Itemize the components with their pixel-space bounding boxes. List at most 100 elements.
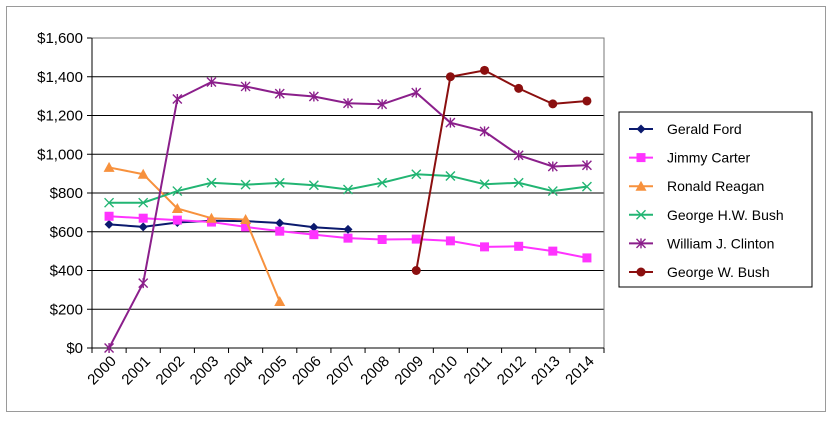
legend-swatch-marker bbox=[636, 209, 646, 220]
data-point-george-h-w-bush bbox=[479, 179, 490, 190]
data-point-william-j-clinton bbox=[172, 94, 183, 105]
x-tick-label: 2006 bbox=[289, 353, 325, 389]
data-point-william-j-clinton bbox=[104, 343, 115, 353]
data-point-george-w-bush bbox=[480, 65, 490, 75]
legend bbox=[618, 111, 813, 288]
data-point-jimmy-carter bbox=[411, 234, 421, 244]
data-point-william-j-clinton bbox=[206, 76, 217, 87]
data-point-william-j-clinton bbox=[308, 91, 319, 102]
data-point-gerald-ford bbox=[104, 219, 114, 229]
data-point-jimmy-carter bbox=[445, 236, 455, 246]
data-point-ronald-reagan bbox=[171, 203, 183, 213]
data-point-gerald-ford bbox=[309, 222, 319, 232]
data-point-ronald-reagan bbox=[103, 161, 115, 172]
data-point-william-j-clinton bbox=[547, 161, 558, 172]
y-tick-label: $1,000 bbox=[37, 146, 83, 163]
data-point-george-h-w-bush bbox=[343, 184, 353, 195]
data-point-jimmy-carter bbox=[514, 241, 524, 251]
legend-label: Jimmy Carter bbox=[667, 150, 751, 166]
legend-swatch-marker bbox=[635, 180, 647, 191]
data-point-william-j-clinton bbox=[445, 117, 456, 128]
x-tick-label: 2003 bbox=[187, 353, 223, 389]
series-line-george-w-bush bbox=[415, 69, 588, 271]
data-point-george-h-w-bush bbox=[581, 181, 592, 192]
y-tick-label: $0 bbox=[66, 340, 83, 357]
x-tick-label: 2013 bbox=[528, 353, 564, 389]
x-tick-label: 2004 bbox=[221, 353, 257, 389]
data-point-jimmy-carter bbox=[275, 226, 285, 236]
data-point-ronald-reagan bbox=[240, 214, 252, 225]
data-point-jimmy-carter bbox=[582, 253, 592, 263]
data-point-george-w-bush bbox=[582, 96, 592, 106]
x-tick-label: 2012 bbox=[494, 353, 530, 389]
legend-label: William J. Clinton bbox=[667, 235, 774, 251]
data-point-william-j-clinton bbox=[138, 278, 149, 289]
data-point-george-h-w-bush bbox=[274, 177, 285, 188]
data-point-george-w-bush bbox=[548, 99, 558, 109]
data-point-william-j-clinton bbox=[411, 87, 422, 98]
data-point-jimmy-carter bbox=[104, 211, 114, 221]
x-tick-label: 2002 bbox=[153, 353, 189, 389]
data-point-jimmy-carter bbox=[172, 215, 182, 225]
legend-swatch-marker bbox=[636, 124, 646, 134]
y-tick-label: $600 bbox=[50, 224, 83, 241]
x-tick-label: 2007 bbox=[323, 353, 359, 389]
data-point-george-h-w-bush bbox=[377, 177, 388, 188]
data-point-william-j-clinton bbox=[274, 88, 285, 99]
data-point-jimmy-carter bbox=[138, 213, 148, 223]
data-point-gerald-ford bbox=[275, 218, 285, 228]
data-point-george-h-w-bush bbox=[138, 197, 149, 208]
series-line-william-j-clinton bbox=[108, 80, 587, 349]
x-tick-label: 2005 bbox=[255, 353, 291, 389]
data-point-william-j-clinton bbox=[240, 81, 251, 92]
data-point-gerald-ford bbox=[343, 224, 353, 234]
legend-label: George W. Bush bbox=[667, 264, 770, 280]
data-point-george-w-bush bbox=[514, 83, 524, 93]
data-point-george-w-bush bbox=[411, 266, 421, 275]
data-point-william-j-clinton bbox=[479, 126, 490, 137]
data-point-george-h-w-bush bbox=[445, 170, 456, 181]
x-tick-label: 2009 bbox=[391, 353, 427, 389]
data-point-george-h-w-bush bbox=[240, 179, 251, 190]
data-point-william-j-clinton bbox=[343, 98, 353, 109]
data-point-george-h-w-bush bbox=[104, 197, 115, 208]
data-point-jimmy-carter bbox=[548, 246, 558, 256]
data-point-george-h-w-bush bbox=[206, 177, 217, 188]
y-tick-label: $200 bbox=[50, 301, 83, 318]
x-tick-label: 2000 bbox=[84, 353, 120, 389]
legend-swatch-marker bbox=[636, 238, 646, 249]
y-tick-label: $1,600 bbox=[37, 30, 83, 47]
data-point-george-h-w-bush bbox=[308, 180, 319, 191]
data-point-william-j-clinton bbox=[513, 150, 524, 161]
legend-label: Ronald Reagan bbox=[667, 178, 764, 194]
series-line-gerald-ford bbox=[108, 219, 349, 231]
data-point-jimmy-carter bbox=[377, 235, 387, 244]
data-point-george-h-w-bush bbox=[172, 186, 183, 197]
legend-swatch-marker bbox=[636, 153, 646, 163]
x-tick-label: 2008 bbox=[357, 353, 393, 389]
data-point-george-w-bush bbox=[445, 72, 455, 82]
y-tick-label: $400 bbox=[50, 263, 83, 280]
chart-frame bbox=[6, 6, 826, 412]
data-point-ronald-reagan bbox=[205, 212, 217, 223]
data-point-william-j-clinton bbox=[377, 99, 388, 110]
series-line-ronald-reagan bbox=[108, 166, 281, 302]
x-tick-label: 2014 bbox=[562, 353, 598, 389]
y-tick-label: $1,400 bbox=[37, 69, 83, 86]
data-point-ronald-reagan bbox=[137, 168, 149, 179]
legend-swatch-marker bbox=[636, 267, 646, 277]
data-point-gerald-ford bbox=[138, 222, 148, 232]
legend-label: Gerald Ford bbox=[667, 121, 742, 137]
data-point-jimmy-carter bbox=[343, 233, 353, 243]
data-point-george-h-w-bush bbox=[411, 169, 422, 180]
y-tick-label: $1,200 bbox=[37, 108, 83, 125]
data-point-george-h-w-bush bbox=[547, 186, 558, 197]
data-point-george-h-w-bush bbox=[513, 177, 524, 188]
data-point-jimmy-carter bbox=[480, 242, 490, 252]
data-point-ronald-reagan bbox=[274, 296, 286, 306]
data-point-william-j-clinton bbox=[581, 160, 592, 171]
x-tick-label: 2011 bbox=[461, 353, 496, 388]
legend-label: George H.W. Bush bbox=[667, 207, 784, 223]
x-tick-label: 2010 bbox=[426, 353, 462, 389]
